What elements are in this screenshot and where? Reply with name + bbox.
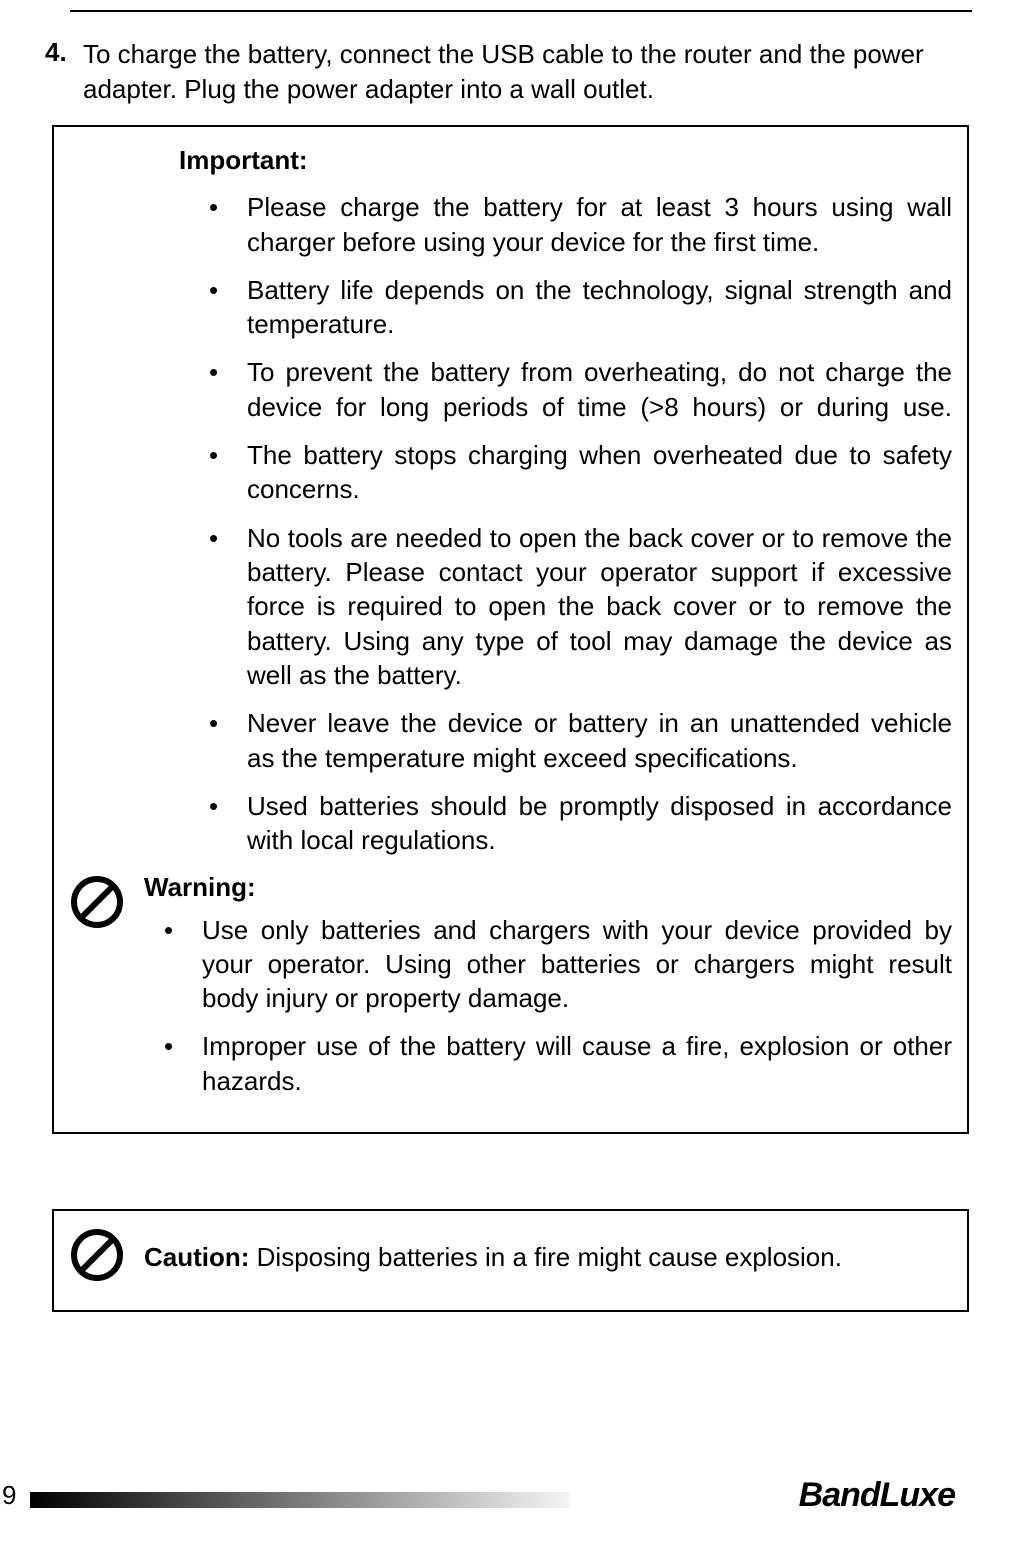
important-bullet: Never leave the device or battery in an … [209,706,952,775]
caution-body: Disposing batteries in a fire might caus… [249,1242,842,1272]
warning-section: Warning: Use only batteries and chargers… [69,872,952,1113]
important-bullet: The battery stops charging when overheat… [209,438,952,507]
important-bullet: Please charge the battery for at least 3… [209,190,952,259]
page-number: 9 [2,1480,16,1511]
caution-icon-wrap [69,1227,144,1288]
footer: 9 BandLuxe [0,1474,1017,1518]
caution-label: Caution: [144,1242,249,1272]
warning-bullet: Improper use of the battery will cause a… [164,1029,952,1098]
important-warning-box: Important: Please charge the battery for… [52,125,969,1134]
brand-logo: BandLuxe [795,1476,959,1515]
step-4: 4. To charge the battery, connect the US… [0,12,1017,107]
prohibit-icon-wrap [69,872,144,1113]
important-bullet: To prevent the battery from overheating,… [209,355,952,424]
step-number: 4. [45,37,83,107]
warning-bullet: Use only batteries and chargers with you… [164,913,952,1016]
caution-text: Caution: Disposing batteries in a fire m… [144,1242,842,1273]
important-bullets: Please charge the battery for at least 3… [179,190,952,857]
important-bullet: No tools are needed to open the back cov… [209,521,952,693]
warning-content: Warning: Use only batteries and chargers… [144,872,952,1113]
warning-title: Warning: [144,872,952,903]
prohibit-icon [69,874,125,930]
important-title: Important: [179,145,952,176]
important-section: Important: Please charge the battery for… [69,145,952,857]
prohibit-icon [69,1227,125,1283]
step-text: To charge the battery, connect the USB c… [83,37,969,107]
caution-box: Caution: Disposing batteries in a fire m… [52,1209,969,1312]
important-bullet: Battery life depends on the technology, … [209,273,952,342]
important-bullet: Used batteries should be promptly dispos… [209,789,952,858]
warning-bullets: Use only batteries and chargers with you… [144,913,952,1099]
